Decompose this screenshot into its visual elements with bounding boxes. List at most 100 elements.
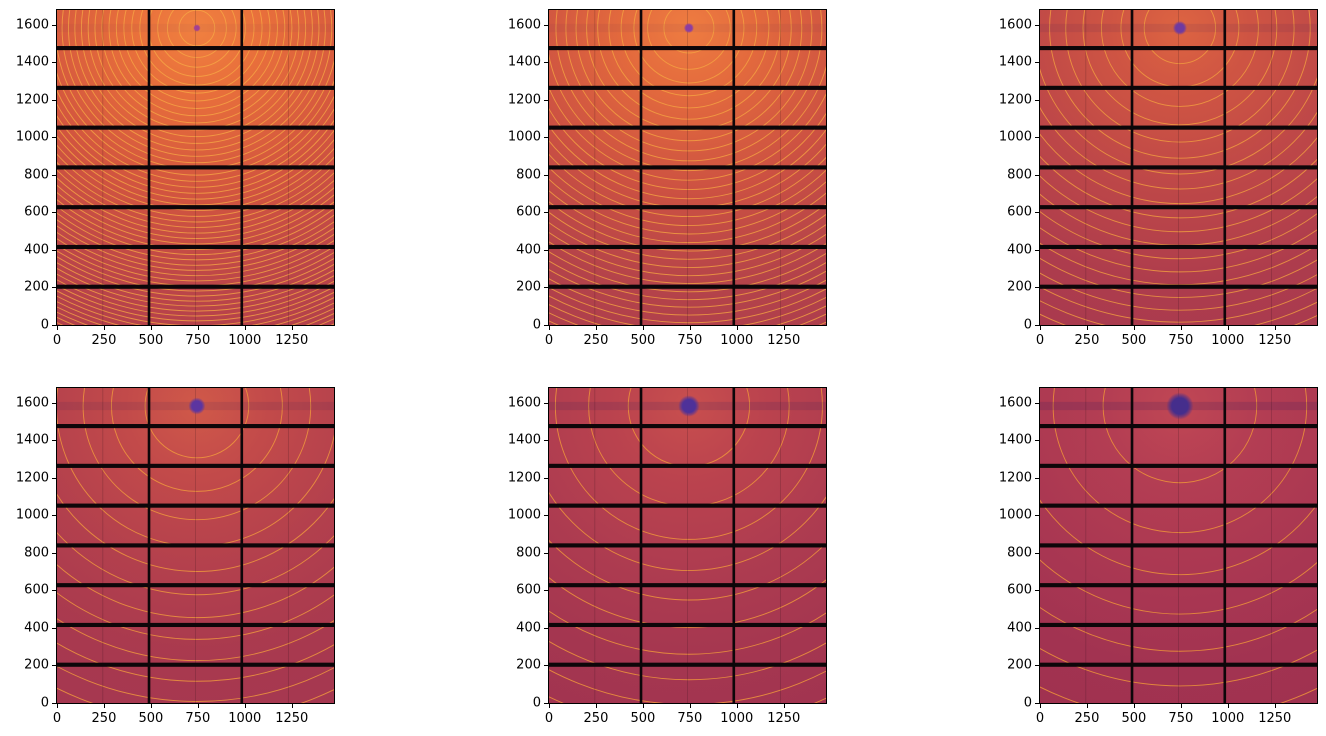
y-tick-mark bbox=[52, 440, 56, 442]
x-tick-mark bbox=[642, 326, 644, 330]
plot-area bbox=[1039, 387, 1318, 704]
detector-image bbox=[57, 388, 334, 703]
x-tick-label: 250 bbox=[91, 333, 117, 348]
y-tick-mark bbox=[544, 552, 548, 554]
y-tick-mark bbox=[544, 440, 548, 442]
x-tick-label: 1250 bbox=[275, 333, 309, 348]
y-tick-mark bbox=[1035, 402, 1039, 404]
x-tick-mark bbox=[1227, 326, 1229, 330]
x-tick-label: 250 bbox=[1074, 711, 1100, 726]
y-tick-mark bbox=[1035, 627, 1039, 629]
x-tick-label: 250 bbox=[583, 333, 609, 348]
y-tick-mark bbox=[544, 99, 548, 101]
y-tick-mark bbox=[544, 477, 548, 479]
y-tick-mark bbox=[1035, 515, 1039, 517]
y-tick-label: 1600 bbox=[507, 395, 541, 411]
y-tick-label: 1600 bbox=[998, 17, 1032, 33]
y-tick-mark bbox=[1035, 477, 1039, 479]
detector-image bbox=[57, 10, 334, 325]
y-tick-label: 1400 bbox=[507, 432, 541, 448]
x-tick-label: 1250 bbox=[767, 333, 801, 348]
x-tick-mark bbox=[1040, 704, 1041, 708]
x-tick-mark bbox=[783, 326, 785, 330]
x-tick-label: 250 bbox=[583, 711, 609, 726]
y-tick-mark bbox=[544, 627, 548, 629]
module-gaps bbox=[1040, 10, 1317, 325]
beamstop-shadow bbox=[678, 395, 700, 417]
y-tick-mark bbox=[1035, 665, 1039, 667]
y-tick-mark bbox=[1035, 174, 1039, 176]
x-tick-mark bbox=[1040, 326, 1041, 330]
y-tick-label: 400 bbox=[1007, 620, 1032, 636]
detector-image bbox=[1040, 388, 1317, 703]
x-tick-mark bbox=[244, 704, 246, 708]
y-tick-label: 0 bbox=[40, 317, 49, 333]
y-tick-mark bbox=[544, 515, 548, 517]
beamstop-shadow bbox=[193, 24, 201, 32]
y-tick-mark bbox=[544, 174, 548, 176]
x-tick-label: 1000 bbox=[720, 333, 754, 348]
y-tick-mark bbox=[52, 287, 56, 289]
y-tick-mark bbox=[52, 703, 56, 704]
y-tick-label: 200 bbox=[516, 657, 541, 673]
x-tick-label: 750 bbox=[1168, 711, 1194, 726]
x-tick-mark bbox=[595, 704, 597, 708]
module-gaps bbox=[549, 388, 826, 703]
x-tick-mark bbox=[1133, 326, 1135, 330]
x-tick-mark bbox=[103, 704, 105, 708]
y-tick-label: 200 bbox=[24, 657, 49, 673]
y-tick-label: 0 bbox=[40, 695, 49, 711]
x-tick-mark bbox=[736, 326, 738, 330]
x-tick-mark bbox=[1180, 704, 1182, 708]
detector-image bbox=[1040, 10, 1317, 325]
x-tick-mark bbox=[1274, 704, 1276, 708]
x-tick-mark bbox=[642, 704, 644, 708]
module-gaps bbox=[1040, 388, 1317, 703]
y-tick-label: 200 bbox=[516, 279, 541, 295]
y-tick-label: 0 bbox=[532, 317, 541, 333]
x-tick-label: 500 bbox=[1121, 711, 1147, 726]
y-tick-mark bbox=[52, 62, 56, 64]
y-tick-mark bbox=[1035, 552, 1039, 554]
x-tick-label: 0 bbox=[1035, 711, 1045, 726]
x-tick-label: 1250 bbox=[1258, 711, 1292, 726]
y-tick-label: 1400 bbox=[15, 432, 49, 448]
y-tick-mark bbox=[544, 287, 548, 289]
x-tick-mark bbox=[689, 704, 691, 708]
x-tick-mark bbox=[1133, 704, 1135, 708]
y-tick-mark bbox=[52, 249, 56, 251]
x-tick-mark bbox=[1274, 326, 1276, 330]
y-tick-label: 400 bbox=[1007, 242, 1032, 258]
x-tick-label: 0 bbox=[1035, 333, 1045, 348]
x-tick-mark bbox=[57, 704, 58, 708]
x-tick-mark bbox=[57, 326, 58, 330]
y-tick-label: 1600 bbox=[15, 395, 49, 411]
module-gaps bbox=[549, 10, 826, 325]
y-tick-mark bbox=[1035, 24, 1039, 26]
module-gaps bbox=[57, 388, 334, 703]
y-tick-label: 1400 bbox=[998, 54, 1032, 70]
y-tick-mark bbox=[544, 325, 548, 326]
plot-area bbox=[1039, 9, 1318, 326]
y-tick-label: 600 bbox=[24, 204, 49, 220]
y-tick-label: 0 bbox=[1023, 317, 1032, 333]
x-tick-label: 500 bbox=[630, 711, 656, 726]
x-tick-mark bbox=[150, 326, 152, 330]
x-tick-label: 1250 bbox=[1258, 333, 1292, 348]
y-tick-mark bbox=[52, 325, 56, 326]
y-tick-label: 800 bbox=[516, 167, 541, 183]
x-tick-mark bbox=[244, 326, 246, 330]
x-tick-label: 0 bbox=[544, 333, 554, 348]
x-tick-label: 750 bbox=[1168, 333, 1194, 348]
beamstop-shadow bbox=[1172, 20, 1187, 36]
detector-image bbox=[549, 10, 826, 325]
y-tick-label: 1200 bbox=[507, 92, 541, 108]
detector-subplot-5: 0 250 500 750 1000 1250 0 200 400 600 800 1000 1200 1… bbox=[508, 387, 827, 725]
beamstop-shadow bbox=[683, 22, 694, 34]
beamstop-shadow bbox=[188, 397, 206, 415]
module-gaps bbox=[57, 10, 334, 325]
y-tick-mark bbox=[52, 552, 56, 554]
x-tick-mark bbox=[1086, 704, 1088, 708]
x-tick-label: 1000 bbox=[1211, 333, 1245, 348]
x-tick-label: 500 bbox=[138, 333, 164, 348]
